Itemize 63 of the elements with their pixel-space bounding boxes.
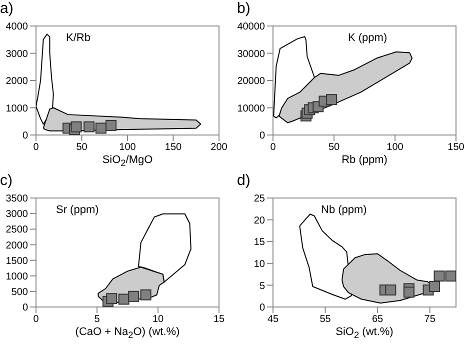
y-tick-label: 1000 — [6, 103, 28, 114]
y-tick-label: 0 — [22, 302, 28, 314]
chart-title: a) — [0, 0, 14, 17]
point — [140, 289, 152, 300]
point — [326, 94, 338, 106]
x-tick-label: 15 — [213, 314, 225, 326]
y-tick-label: 0 — [259, 302, 266, 314]
annotation: K/Rb — [66, 32, 90, 44]
annotation: K (ppm) — [348, 32, 388, 44]
y-tick-label: 1000 — [6, 271, 28, 282]
x-tick-label: 150 — [448, 142, 465, 154]
x-tick-label: 5 — [94, 314, 100, 326]
x-axis-title: SiO$_{2}$ (wt.%) — [334, 326, 394, 340]
x-tick-label: 0 — [270, 142, 276, 154]
x-tick-label: 200 — [210, 142, 228, 154]
y-tick-label: 4000 — [6, 22, 28, 33]
x-tick-label: 55 — [320, 314, 332, 326]
y-tick-label: 20 — [254, 215, 266, 226]
y-tick-label: 3500 — [6, 194, 28, 205]
y-tick-label: 20000 — [237, 76, 266, 88]
point — [118, 294, 130, 305]
point — [385, 284, 396, 296]
y-tick-label: 30000 — [237, 48, 266, 60]
point — [106, 293, 118, 304]
y-tick-label: 25 — [254, 194, 266, 205]
chart-title: c) — [0, 172, 12, 189]
x-tick-label: 100 — [119, 142, 136, 154]
chart-title: b) — [237, 0, 250, 17]
y-tick-label: 2500 — [6, 224, 28, 236]
x-tick-label: 50 — [328, 142, 340, 154]
y-tick-label: 500 — [11, 286, 28, 298]
point — [128, 290, 140, 302]
x-axis-title: Rb (ppm) — [340, 154, 388, 166]
chart-title: d) — [237, 172, 250, 189]
y-tick-label: 40000 — [237, 22, 266, 33]
x-tick-label: 75 — [424, 314, 436, 326]
y-tick-label: 2000 — [6, 240, 28, 252]
x-tick-label: 150 — [164, 142, 182, 154]
annotation: Nb (ppm) — [321, 204, 367, 216]
x-tick-label: 65 — [372, 314, 384, 326]
y-tick-label: 10 — [254, 258, 266, 270]
y-tick-label: 1500 — [6, 256, 28, 267]
x-axis-title: SiO$_{2}$/MgO — [101, 154, 154, 168]
y-tick-label: 15 — [254, 237, 266, 248]
point — [445, 270, 456, 282]
x-tick-label: 100 — [386, 142, 404, 154]
y-tick-label: 3000 — [6, 209, 28, 220]
x-axis-title: (CaO + Na$_{2}$O) (wt.%) — [74, 326, 181, 340]
y-tick-label: 2000 — [6, 76, 28, 88]
point — [434, 270, 445, 282]
x-tick-label: 0 — [33, 314, 40, 326]
y-tick-label: 0 — [22, 130, 28, 142]
x-tick-label: 0 — [33, 142, 40, 154]
x-tick-label: 45 — [267, 314, 279, 326]
y-tick-label: 5 — [259, 280, 266, 292]
x-tick-label: 10 — [152, 314, 164, 326]
x-tick-label: 50 — [76, 142, 88, 154]
y-tick-label: 10000 — [237, 103, 266, 114]
annotation: Sr (ppm) — [56, 204, 99, 216]
point — [429, 281, 440, 292]
y-tick-label: 3000 — [6, 48, 28, 60]
y-tick-label: 0 — [259, 130, 266, 142]
point — [403, 286, 414, 298]
